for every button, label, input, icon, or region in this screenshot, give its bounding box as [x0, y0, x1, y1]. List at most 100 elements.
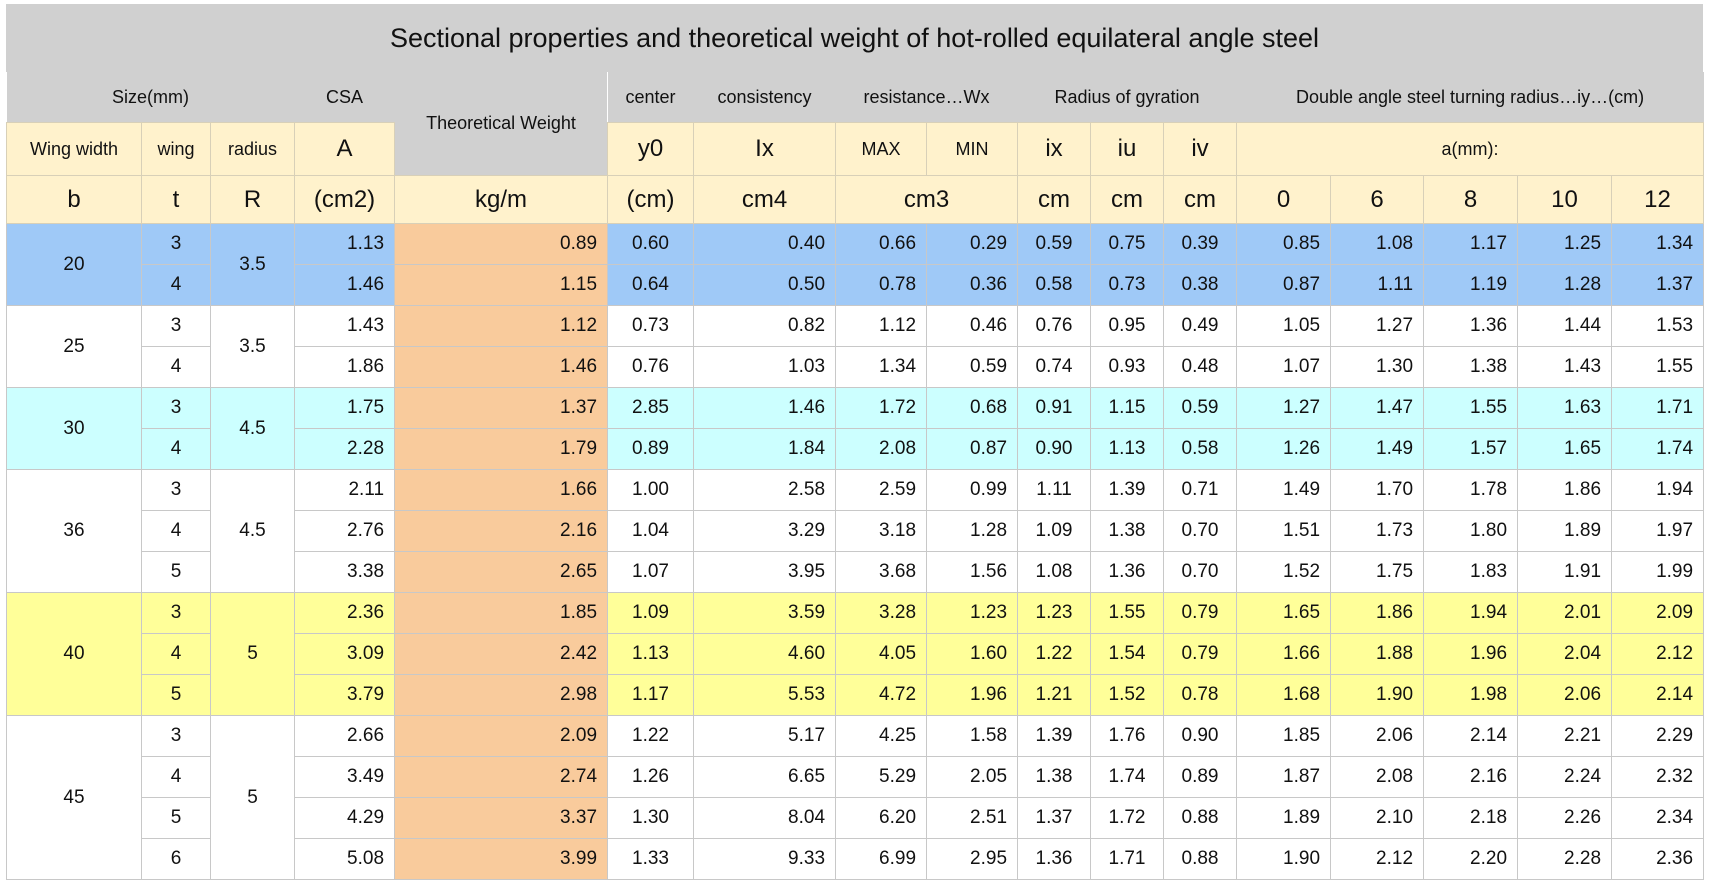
- cell-iy-a10: 1.44: [1517, 305, 1613, 347]
- cell-iv: 0.58: [1163, 428, 1238, 470]
- cell-iy-a12: 2.12: [1611, 633, 1705, 675]
- unit-cm2: (cm2): [294, 175, 396, 224]
- unit-b: b: [6, 175, 142, 224]
- cell-iy-a8: 2.16: [1423, 756, 1519, 798]
- cell-Ix: 0.82: [693, 305, 837, 347]
- cell-ix: 1.11: [1017, 469, 1092, 511]
- cell-A: 2.28: [294, 428, 396, 470]
- cell-weight: 3.99: [394, 838, 609, 880]
- cell-y0: 0.73: [607, 305, 695, 347]
- cell-iu: 1.55: [1090, 592, 1165, 634]
- cell-Ix: 3.95: [693, 551, 837, 593]
- cell-Ix: 9.33: [693, 838, 837, 880]
- cell-iy-a10: 2.28: [1517, 838, 1613, 880]
- unit-a8: 8: [1423, 175, 1519, 224]
- cell-iy-a0: 1.65: [1236, 592, 1332, 634]
- cell-iu: 1.54: [1090, 633, 1165, 675]
- cell-iy-a6: 1.73: [1330, 510, 1425, 552]
- cell-iv: 0.79: [1163, 592, 1238, 634]
- cell-ix: 0.74: [1017, 346, 1092, 388]
- cell-Wx-max: 6.20: [835, 797, 928, 839]
- cell-A: 3.09: [294, 633, 396, 675]
- cell-t: 4: [141, 510, 211, 552]
- cell-Wx-max: 1.34: [835, 346, 928, 388]
- cell-t: 3: [141, 305, 211, 347]
- cell-A: 1.43: [294, 305, 396, 347]
- cell-weight: 2.42: [394, 633, 609, 675]
- cell-weight: 1.37: [394, 387, 609, 429]
- unit-t: t: [141, 175, 211, 224]
- cell-iu: 1.36: [1090, 551, 1165, 593]
- cell-ix: 1.23: [1017, 592, 1092, 634]
- cell-A: 3.49: [294, 756, 396, 798]
- cell-iy-a10: 2.04: [1517, 633, 1613, 675]
- table-row: 36 3 4.5 2.11 1.66 1.00 2.58 2.59 0.99 1.11 1.39 0.…: [6, 469, 1705, 593]
- cell-Wx-max: 4.05: [835, 633, 928, 675]
- cell-Ix: 5.17: [693, 715, 837, 757]
- cell-iy-a12: 1.37: [1611, 264, 1705, 306]
- cell-iy-a10: 1.65: [1517, 428, 1613, 470]
- cell-weight: 2.16: [394, 510, 609, 552]
- cell-y0: 1.09: [607, 592, 695, 634]
- cell-weight: 2.65: [394, 551, 609, 593]
- cell-iy-a12: 2.34: [1611, 797, 1705, 839]
- group-theoretical-weight: Theoretical Weight: [394, 72, 608, 176]
- cell-y0: 1.04: [607, 510, 695, 552]
- cell-Wx-max: 3.18: [835, 510, 928, 552]
- cell-weight: 1.12: [394, 305, 609, 347]
- cell-iy-a8: 1.83: [1423, 551, 1519, 593]
- cell-weight: 0.89: [394, 223, 609, 265]
- cell-y0: 0.76: [607, 346, 695, 388]
- cell-iu: 1.39: [1090, 469, 1165, 511]
- cell-ix: 1.08: [1017, 551, 1092, 593]
- cell-ix: 1.37: [1017, 797, 1092, 839]
- cell-iy-a0: 1.49: [1236, 469, 1332, 511]
- unit-R: R: [209, 175, 296, 224]
- cell-iu: 1.74: [1090, 756, 1165, 798]
- header-row-symbols: Wing width wing radius A y0 Ix MAX MIN i…: [6, 122, 1705, 176]
- cell-iv: 0.59: [1163, 387, 1238, 429]
- cell-iv: 0.39: [1163, 223, 1238, 265]
- table-row: 25 3 3.5 1.43 1.12 0.73 0.82 1.12 0.46 0.76 0.95 0.…: [6, 305, 1705, 388]
- cell-iy-a6: 1.08: [1330, 223, 1425, 265]
- cell-b: 36: [6, 469, 142, 593]
- cell-t: 3: [141, 387, 211, 429]
- cell-iy-a6: 1.90: [1330, 674, 1425, 716]
- cell-iy-a0: 1.52: [1236, 551, 1332, 593]
- cell-b: 45: [6, 715, 142, 880]
- cell-weight: 2.74: [394, 756, 609, 798]
- cell-Ix: 6.65: [693, 756, 837, 798]
- table-row: 45 3 5 2.66 2.09 1.22 5.17 4.25 1.58 1.39 1.76 0.90…: [6, 715, 1705, 880]
- cell-iy-a10: 2.01: [1517, 592, 1613, 634]
- cell-Wx-min: 0.99: [926, 469, 1019, 511]
- cell-iy-a12: 2.32: [1611, 756, 1705, 798]
- cell-iy-a12: 2.09: [1611, 592, 1705, 634]
- cell-Wx-max: 0.66: [835, 223, 928, 265]
- cell-Wx-max: 2.59: [835, 469, 928, 511]
- cell-ix: 0.59: [1017, 223, 1092, 265]
- cell-Wx-max: 1.72: [835, 387, 928, 429]
- cell-iy-a8: 1.80: [1423, 510, 1519, 552]
- cell-weight: 1.79: [394, 428, 609, 470]
- cell-Wx-max: 1.12: [835, 305, 928, 347]
- cell-iy-a10: 1.89: [1517, 510, 1613, 552]
- cell-iy-a0: 1.90: [1236, 838, 1332, 880]
- cell-iy-a0: 1.51: [1236, 510, 1332, 552]
- cell-ix: 0.91: [1017, 387, 1092, 429]
- cell-b: 30: [6, 387, 142, 470]
- cell-Ix: 5.53: [693, 674, 837, 716]
- cell-ix: 1.21: [1017, 674, 1092, 716]
- cell-iy-a0: 1.26: [1236, 428, 1332, 470]
- cell-Wx-min: 0.29: [926, 223, 1019, 265]
- cell-iy-a10: 2.24: [1517, 756, 1613, 798]
- cell-Ix: 4.60: [693, 633, 837, 675]
- unit-cm3: cm3: [835, 175, 1019, 224]
- cell-iy-a12: 1.71: [1611, 387, 1705, 429]
- cell-y0: 0.60: [607, 223, 695, 265]
- cell-R: 5: [209, 592, 296, 716]
- cell-ix: 1.36: [1017, 838, 1092, 880]
- unit-a12: 12: [1611, 175, 1705, 224]
- cell-iy-a0: 1.85: [1236, 715, 1332, 757]
- cell-R: 4.5: [209, 469, 296, 593]
- cell-b: 25: [6, 305, 142, 388]
